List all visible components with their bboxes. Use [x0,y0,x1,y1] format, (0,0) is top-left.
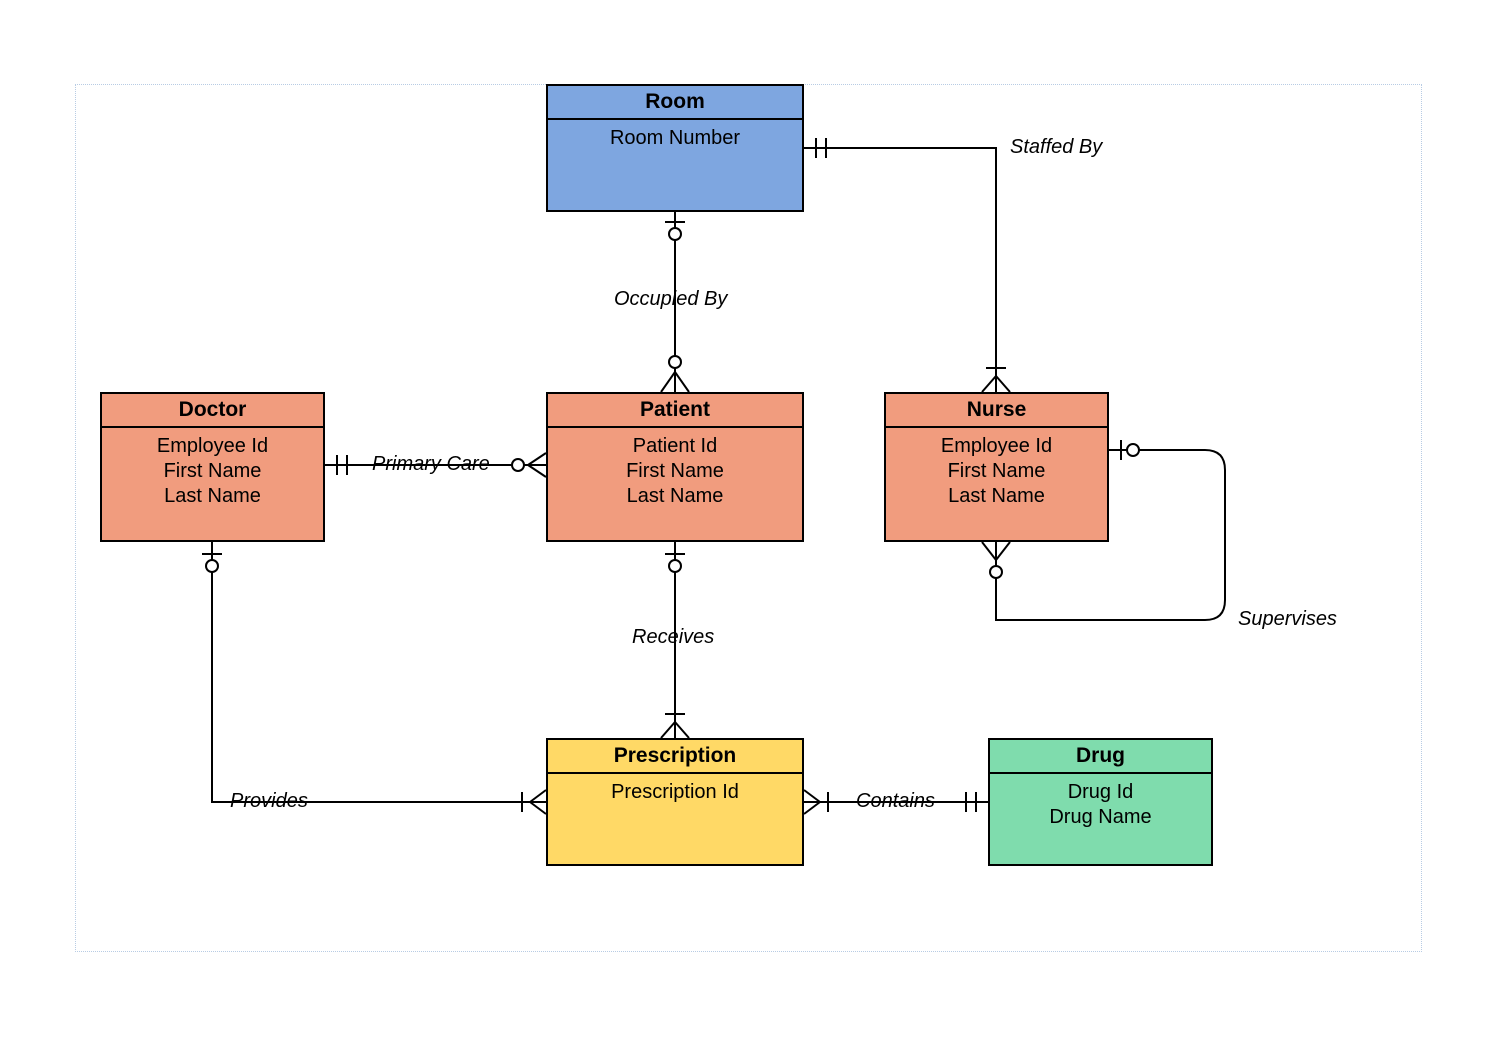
entity-doctor: Doctor Employee Id First Name Last Name [100,392,325,542]
entity-attr: Last Name [886,484,1107,509]
entity-attr: Patient Id [548,434,802,459]
entity-drug-attrs: Drug Id Drug Name [990,774,1211,840]
entity-prescription-title: Prescription [548,740,802,774]
label-contains: Contains [856,790,935,813]
entity-attr: Employee Id [102,434,323,459]
entity-attr: First Name [886,459,1107,484]
edge-staffed-by [804,138,1010,392]
label-primary-care: Primary Care [372,453,490,476]
entity-room-title: Room [548,86,802,120]
entity-room-attrs: Room Number [548,120,802,161]
entity-nurse: Nurse Employee Id First Name Last Name [884,392,1109,542]
entity-room: Room Room Number [546,84,804,212]
entity-attr: Employee Id [886,434,1107,459]
entity-attr: First Name [102,459,323,484]
entity-patient: Patient Patient Id First Name Last Name [546,392,804,542]
entity-attr: First Name [548,459,802,484]
entity-nurse-title: Nurse [886,394,1107,428]
label-provides: Provides [230,790,308,813]
edge-provides [202,542,546,814]
entity-prescription-attrs: Prescription Id [548,774,802,815]
entity-attr: Drug Name [990,805,1211,830]
entity-patient-attrs: Patient Id First Name Last Name [548,428,802,519]
entity-prescription: Prescription Prescription Id [546,738,804,866]
entity-drug: Drug Drug Id Drug Name [988,738,1213,866]
entity-nurse-attrs: Employee Id First Name Last Name [886,428,1107,519]
entity-attr: Prescription Id [548,780,802,805]
label-supervises: Supervises [1238,608,1337,631]
entity-attr: Room Number [548,126,802,151]
entity-doctor-title: Doctor [102,394,323,428]
entity-attr: Last Name [102,484,323,509]
label-receives: Receives [632,626,714,649]
entity-attr: Drug Id [990,780,1211,805]
entity-patient-title: Patient [548,394,802,428]
label-staffed-by: Staffed By [1010,136,1102,159]
diagram-canvas: Room Room Number Doctor Employee Id Firs… [0,0,1498,1048]
label-occupied-by: Occupied By [614,288,727,311]
entity-doctor-attrs: Employee Id First Name Last Name [102,428,323,519]
entity-attr: Last Name [548,484,802,509]
entity-drug-title: Drug [990,740,1211,774]
